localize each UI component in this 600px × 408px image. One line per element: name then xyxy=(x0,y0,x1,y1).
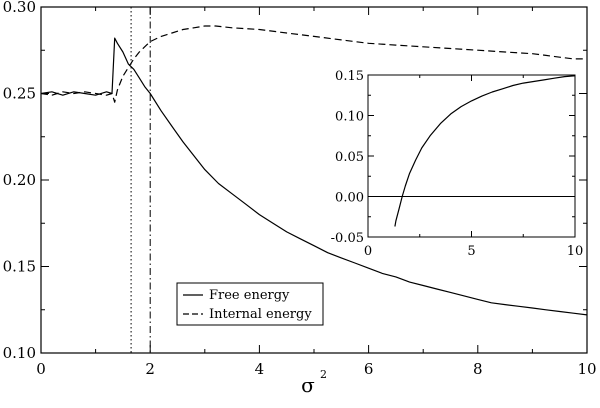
inset-y-tick-labels: -0.05 0.00 0.05 0.10 0.15 xyxy=(331,69,364,246)
y-tick-label: -0.05 xyxy=(331,231,364,246)
x-tick-label: 4 xyxy=(255,360,265,378)
y-tick-label: 0.15 xyxy=(3,258,36,276)
series-line-difference xyxy=(394,75,576,227)
x-tick-label: 0 xyxy=(36,360,46,378)
legend-box xyxy=(176,282,324,326)
x-tick-label: 8 xyxy=(473,360,483,378)
y-tick-label: 0.10 xyxy=(3,344,36,362)
inset-x-tick-labels: 0 5 10 xyxy=(364,244,583,259)
main-ticks xyxy=(40,6,588,354)
y-tick-label: 0.30 xyxy=(3,0,36,16)
x-tick-label: 5 xyxy=(467,244,475,259)
main-y-tick-labels: 0.10 0.15 0.20 0.25 0.30 xyxy=(3,0,36,362)
main-x-tick-labels: 0 2 4 6 8 10 xyxy=(36,360,596,378)
x-axis-label: σ xyxy=(301,373,315,397)
legend: Free energy Internal energy xyxy=(176,282,324,326)
x-tick-label: 6 xyxy=(364,360,374,378)
y-tick-label: 0.25 xyxy=(3,85,36,103)
y-tick-label: 0.05 xyxy=(335,150,364,165)
y-tick-label: 0.00 xyxy=(335,191,364,206)
main-plot: 0 2 4 6 8 10 0.10 0.15 0.20 0.25 0.30 σ 2 Free en… xyxy=(3,0,597,397)
series-line-internal-energy xyxy=(40,25,587,103)
y-tick-label: 0.15 xyxy=(335,69,364,84)
x-axis-label-superscript: 2 xyxy=(320,368,327,381)
x-tick-label: 0 xyxy=(364,244,372,259)
legend-label-internal-energy: Internal energy xyxy=(209,307,312,322)
x-tick-label: 10 xyxy=(577,360,596,378)
x-tick-label: 10 xyxy=(567,244,584,259)
inset-plot: 0 5 10 -0.05 0.00 0.05 0.10 0.15 xyxy=(331,69,584,259)
x-tick-label: 2 xyxy=(145,360,155,378)
y-tick-label: 0.10 xyxy=(335,110,364,125)
y-tick-label: 0.20 xyxy=(3,171,36,189)
series-line-free-energy xyxy=(40,37,588,316)
legend-label-free-energy: Free energy xyxy=(209,288,290,303)
inset-series xyxy=(394,75,576,227)
main-reference-lines xyxy=(130,7,151,353)
main-series xyxy=(40,25,588,316)
inset-plot-frame xyxy=(367,74,576,238)
